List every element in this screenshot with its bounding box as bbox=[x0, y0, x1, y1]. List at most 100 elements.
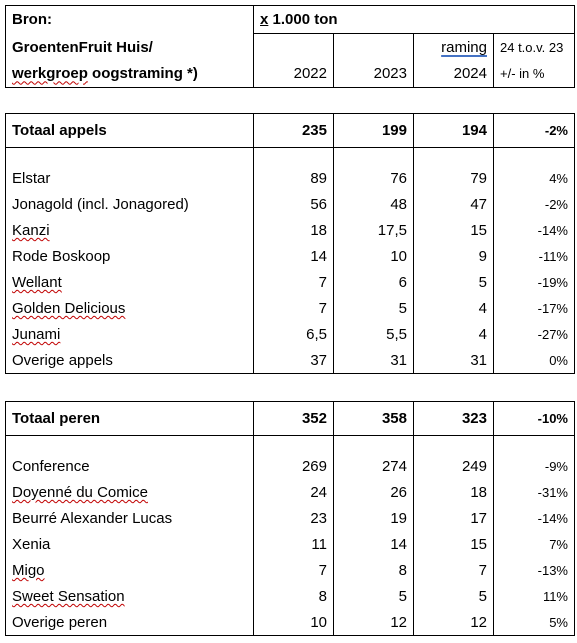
value-2022: 11 bbox=[253, 531, 334, 558]
value-2024: 5 bbox=[413, 269, 494, 296]
row-label: Overige peren bbox=[5, 609, 254, 636]
value-2022: 352 bbox=[253, 401, 334, 436]
change-value: -19% bbox=[493, 269, 575, 296]
value-2023: 274 bbox=[333, 453, 414, 480]
row-label: Kanzi bbox=[5, 217, 254, 244]
table-row: Overige appels 37 31 31 0% bbox=[5, 347, 575, 374]
raming-label: raming bbox=[413, 33, 494, 61]
change-header-line-2: +/- in % bbox=[492, 60, 576, 88]
value-2022: 10 bbox=[253, 609, 334, 636]
source-line-2: werkgroep oogstraming *) bbox=[5, 60, 254, 88]
table-row: Doyenné du Comice 24 26 18 -31% bbox=[5, 479, 575, 506]
value-2024: 47 bbox=[413, 191, 494, 218]
value-2023: 6 bbox=[333, 269, 414, 296]
value-2024: 5 bbox=[413, 583, 494, 610]
value-2023: 5,5 bbox=[333, 321, 414, 348]
row-label: Beurré Alexander Lucas bbox=[5, 505, 254, 532]
value-2023: 12 bbox=[333, 609, 414, 636]
change-value: -14% bbox=[493, 217, 575, 244]
header-table: Bron: x 1.000 ton GroentenFruit Huis/ ra… bbox=[5, 5, 576, 88]
change-value: -2% bbox=[493, 191, 575, 218]
row-label: Wellant bbox=[5, 269, 254, 296]
value-2024: 7 bbox=[413, 557, 494, 584]
value-2022: 8 bbox=[253, 583, 334, 610]
value-2023: 48 bbox=[333, 191, 414, 218]
change-value: -9% bbox=[493, 453, 575, 480]
apples-table: Totaal appels 235 199 194 -2% Elstar 89 76… bbox=[5, 113, 575, 374]
value-2024: 9 bbox=[413, 243, 494, 270]
change-value: -10% bbox=[493, 401, 575, 436]
row-label: Rode Boskoop bbox=[5, 243, 254, 270]
value-2024: 12 bbox=[413, 609, 494, 636]
row-label: Overige appels bbox=[5, 347, 254, 374]
value-2023: 199 bbox=[333, 113, 414, 148]
table-row: Overige peren 10 12 12 5% bbox=[5, 609, 575, 636]
value-2022: 269 bbox=[253, 453, 334, 480]
value-2022: 235 bbox=[253, 113, 334, 148]
source-label: Bron: bbox=[5, 5, 254, 34]
change-value: -13% bbox=[493, 557, 575, 584]
change-value: 4% bbox=[493, 165, 575, 192]
change-value: 11% bbox=[493, 583, 575, 610]
unit-rest: 1.000 ton bbox=[268, 11, 338, 28]
value-2022: 7 bbox=[253, 295, 334, 322]
value-2023: 76 bbox=[333, 165, 414, 192]
value-2022: 18 bbox=[253, 217, 334, 244]
value-2024: 31 bbox=[413, 347, 494, 374]
value-2022: 23 bbox=[253, 505, 334, 532]
change-value: -11% bbox=[493, 243, 575, 270]
value-2022: 7 bbox=[253, 557, 334, 584]
apples-total-row: Totaal appels 235 199 194 -2% bbox=[5, 113, 575, 148]
row-label: Totaal appels bbox=[5, 113, 254, 148]
value-2023: 5 bbox=[333, 295, 414, 322]
change-value: -14% bbox=[493, 505, 575, 532]
change-value: -31% bbox=[493, 479, 575, 506]
value-2022: 89 bbox=[253, 165, 334, 192]
pears-table: Totaal peren 352 358 323 -10% Conference… bbox=[5, 401, 575, 636]
row-label: Golden Delicious bbox=[5, 295, 254, 322]
value-2024: 79 bbox=[413, 165, 494, 192]
row-label: Elstar bbox=[5, 165, 254, 192]
change-value: 0% bbox=[493, 347, 575, 374]
value-2024: 249 bbox=[413, 453, 494, 480]
value-2024: 15 bbox=[413, 217, 494, 244]
value-2024: 194 bbox=[413, 113, 494, 148]
row-label: Jonagold (incl. Jonagored) bbox=[5, 191, 254, 218]
row-label: Totaal peren bbox=[5, 401, 254, 436]
year-2023: 2023 bbox=[333, 60, 414, 88]
unit-prefix: x bbox=[260, 11, 269, 28]
value-2022: 7 bbox=[253, 269, 334, 296]
value-2024: 4 bbox=[413, 321, 494, 348]
table-row: Elstar 89 76 79 4% bbox=[5, 165, 575, 192]
table-row: Jonagold (incl. Jonagored) 56 48 47 -2% bbox=[5, 191, 575, 218]
value-2024: 323 bbox=[413, 401, 494, 436]
value-2023: 10 bbox=[333, 243, 414, 270]
value-2023: 31 bbox=[333, 347, 414, 374]
row-label: Junami bbox=[5, 321, 254, 348]
value-2022: 56 bbox=[253, 191, 334, 218]
year-2022: 2022 bbox=[253, 60, 334, 88]
value-2023: 14 bbox=[333, 531, 414, 558]
table-row: Golden Delicious 7 5 4 -17% bbox=[5, 295, 575, 322]
row-label: Conference bbox=[5, 453, 254, 480]
row-label: Doyenné du Comice bbox=[5, 479, 254, 506]
pears-total-row: Totaal peren 352 358 323 -10% bbox=[5, 401, 575, 436]
row-label: Sweet Sensation bbox=[5, 583, 254, 610]
table-row: Conference 269 274 249 -9% bbox=[5, 453, 575, 480]
value-2024: 18 bbox=[413, 479, 494, 506]
value-2023: 17,5 bbox=[333, 217, 414, 244]
value-2023: 358 bbox=[333, 401, 414, 436]
table-row: Wellant 7 6 5 -19% bbox=[5, 269, 575, 296]
year-2024: 2024 bbox=[413, 60, 494, 88]
value-2023: 26 bbox=[333, 479, 414, 506]
value-2022: 24 bbox=[253, 479, 334, 506]
value-2023: 8 bbox=[333, 557, 414, 584]
change-value: 5% bbox=[493, 609, 575, 636]
value-2023: 5 bbox=[333, 583, 414, 610]
change-value: -2% bbox=[493, 113, 575, 148]
unit-label: x 1.000 ton bbox=[252, 5, 576, 34]
table-row: Beurré Alexander Lucas 23 19 17 -14% bbox=[5, 505, 575, 532]
change-header-line-1: 24 t.o.v. 23 bbox=[492, 33, 576, 61]
value-2024: 15 bbox=[413, 531, 494, 558]
change-value: -17% bbox=[493, 295, 575, 322]
